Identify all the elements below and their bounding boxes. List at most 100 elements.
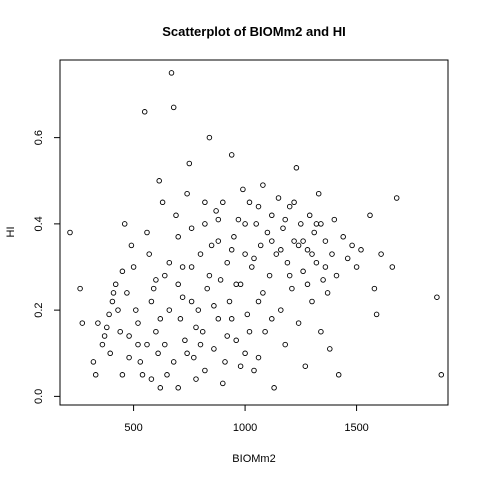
data-point xyxy=(109,298,116,305)
data-point xyxy=(67,229,73,236)
data-point xyxy=(119,372,126,378)
data-point xyxy=(251,367,257,374)
data-point xyxy=(175,234,181,240)
data-point xyxy=(302,363,309,369)
data-point xyxy=(211,303,217,309)
data-point xyxy=(240,186,246,193)
data-point xyxy=(329,251,335,257)
data-point xyxy=(322,264,329,270)
data-point xyxy=(235,216,242,223)
data-point xyxy=(204,285,210,292)
data-point xyxy=(139,372,146,378)
data-point xyxy=(282,341,288,348)
data-point xyxy=(251,255,257,262)
data-point xyxy=(246,199,253,206)
y-axis-label: HI xyxy=(5,227,17,238)
data-point xyxy=(266,272,273,279)
data-point xyxy=(269,212,275,219)
data-point xyxy=(224,333,230,339)
data-point xyxy=(117,328,123,335)
data-point xyxy=(273,251,280,257)
data-point xyxy=(186,160,193,167)
data-point xyxy=(182,337,188,344)
data-point xyxy=(101,333,108,339)
data-point xyxy=(222,359,228,365)
data-point xyxy=(295,320,302,326)
data-point xyxy=(202,199,208,206)
data-point xyxy=(282,216,288,223)
data-point xyxy=(253,221,259,227)
data-point xyxy=(231,234,237,240)
data-point xyxy=(289,285,295,292)
data-point xyxy=(112,281,119,288)
data-point xyxy=(309,251,315,257)
data-point xyxy=(333,272,340,279)
data-point xyxy=(92,372,99,378)
data-point xyxy=(126,354,132,361)
data-point xyxy=(135,341,141,348)
data-point xyxy=(284,259,291,266)
data-point xyxy=(110,290,117,296)
data-point xyxy=(177,316,184,322)
data-point xyxy=(197,341,204,348)
plot-frame xyxy=(59,59,449,406)
data-point xyxy=(309,298,315,305)
data-point xyxy=(269,316,275,322)
data-point xyxy=(164,372,170,378)
data-point xyxy=(286,203,293,210)
data-point xyxy=(191,354,197,361)
data-point xyxy=(373,311,380,318)
data-point xyxy=(298,221,304,227)
data-point xyxy=(195,307,202,313)
data-point xyxy=(320,277,326,283)
data-point xyxy=(199,328,206,335)
data-point xyxy=(286,272,293,279)
data-point xyxy=(255,354,262,361)
data-point xyxy=(153,328,159,335)
data-point xyxy=(188,264,195,270)
y-tick-label: 0.0 xyxy=(33,389,45,404)
data-point xyxy=(77,285,83,292)
data-point xyxy=(242,350,248,357)
data-point xyxy=(150,285,157,292)
data-point xyxy=(215,238,222,244)
data-point xyxy=(291,199,297,206)
data-point xyxy=(271,385,277,391)
data-point xyxy=(228,247,235,253)
data-point xyxy=(224,259,230,266)
data-point xyxy=(358,247,364,253)
data-point xyxy=(184,190,190,197)
data-point xyxy=(318,221,324,227)
data-point xyxy=(79,320,86,326)
data-point xyxy=(141,109,148,115)
data-point xyxy=(331,216,338,223)
y-axis: 0.0 0.2 0.4 0.6 xyxy=(33,130,60,404)
data-point xyxy=(335,372,342,378)
data-point xyxy=(166,259,173,266)
data-point xyxy=(156,178,162,184)
data-point xyxy=(327,346,333,352)
data-point xyxy=(220,199,226,206)
data-point xyxy=(148,298,155,305)
data-point xyxy=(249,264,255,270)
x-tick-label: 1000 xyxy=(233,422,257,434)
data-point xyxy=(153,277,159,283)
data-point xyxy=(349,242,355,249)
data-point xyxy=(264,229,271,236)
data-point xyxy=(170,104,177,111)
data-point xyxy=(170,359,177,365)
data-point xyxy=(255,298,262,305)
data-point xyxy=(304,247,311,253)
data-point xyxy=(233,337,239,344)
data-point xyxy=(291,238,297,244)
data-point xyxy=(106,311,112,318)
data-point xyxy=(179,294,186,300)
data-point xyxy=(378,251,384,257)
x-axis: 500 1000 1500 xyxy=(124,405,369,434)
data-point xyxy=(217,277,224,283)
data-point xyxy=(367,212,373,219)
data-point xyxy=(311,229,317,236)
data-point xyxy=(324,290,331,296)
data-point xyxy=(220,380,226,387)
